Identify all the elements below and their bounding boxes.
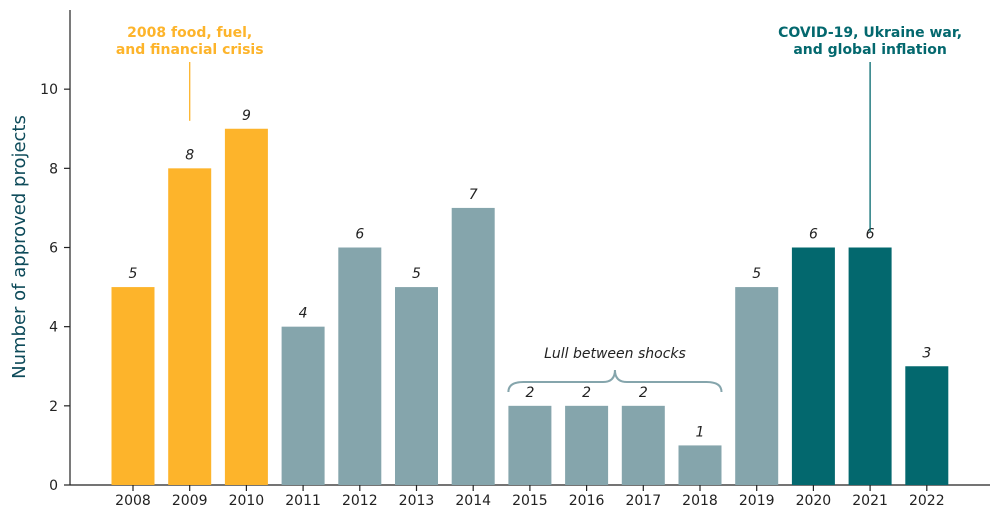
bar-2017 <box>621 405 665 485</box>
y-tick-label: 8 <box>49 161 58 177</box>
data-label-2013: 5 <box>412 266 421 282</box>
x-tick-label: 2011 <box>285 493 321 509</box>
annotation-covid-line-2: and global inflation <box>793 42 947 58</box>
data-label-2010: 9 <box>242 108 251 124</box>
bar-2015 <box>508 405 552 485</box>
data-labels: 5 8 9 4 6 5 7 2 2 2 1 5 6 6 3 <box>129 108 932 441</box>
y-tick-label: 6 <box>49 241 58 257</box>
y-tick-label: 2 <box>49 399 58 415</box>
annotation-2008-crisis: 2008 food, fuel, and financial crisis <box>116 25 264 121</box>
bar-2013 <box>395 287 438 485</box>
x-tick-label: 2021 <box>852 493 888 509</box>
annotation-covid-line-1: COVID-19, Ukraine war, <box>778 25 962 41</box>
data-label-2011: 4 <box>299 306 308 322</box>
x-tick-label: 2016 <box>569 493 605 509</box>
y-tick-label: 4 <box>49 320 58 336</box>
bar-2009 <box>168 168 212 486</box>
x-tick-label: 2010 <box>229 493 265 509</box>
data-label-2016: 2 <box>582 385 591 401</box>
bar-2012 <box>338 247 382 485</box>
data-label-2009: 8 <box>185 147 194 163</box>
y-tick-label: 0 <box>49 478 58 494</box>
annotation-2008-line-2: and financial crisis <box>116 42 264 58</box>
bar-2011 <box>281 326 325 485</box>
data-label-2015: 2 <box>525 385 534 401</box>
bar-2014 <box>451 207 495 485</box>
bar-2021 <box>848 247 892 485</box>
y-ticks: 0 2 4 6 8 10 <box>40 82 70 494</box>
x-tick-label: 2020 <box>796 493 832 509</box>
x-tick-label: 2013 <box>399 493 435 509</box>
data-label-2019: 5 <box>752 266 761 282</box>
x-tick-label: 2018 <box>682 493 718 509</box>
annotation-2008-line-1: 2008 food, fuel, <box>127 25 252 41</box>
data-label-2012: 6 <box>355 227 364 243</box>
x-tick-label: 2009 <box>172 493 208 509</box>
annotation-lull: Lull between shocks <box>507 346 723 393</box>
bars <box>111 128 949 486</box>
data-label-2017: 2 <box>639 385 648 401</box>
bar-2016 <box>565 405 609 485</box>
data-label-2008: 5 <box>129 266 138 282</box>
y-axis-label: Number of approved projects <box>9 115 30 379</box>
data-label-2020: 6 <box>809 227 818 243</box>
x-tick-label: 2014 <box>455 493 491 509</box>
x-tick-label: 2015 <box>512 493 548 509</box>
bar-2008 <box>111 287 155 485</box>
data-label-2022: 3 <box>922 345 931 361</box>
data-label-2021: 6 <box>866 227 875 243</box>
lull-label: Lull between shocks <box>544 346 686 362</box>
lull-brace <box>507 369 723 393</box>
x-tick-label: 2019 <box>739 493 775 509</box>
x-tick-label: 2012 <box>342 493 378 509</box>
x-tick-label: 2022 <box>909 493 945 509</box>
x-tick-label: 2008 <box>115 493 151 509</box>
bar-2020 <box>791 247 835 485</box>
bar-2010 <box>224 128 268 485</box>
bar-2019 <box>735 287 779 485</box>
annotation-covid: COVID-19, Ukraine war, and global inflat… <box>778 25 962 232</box>
data-label-2018: 1 <box>696 424 705 440</box>
x-ticks: 2008 2009 2010 2011 2012 2013 2014 2015 2016 2017… <box>115 485 945 509</box>
bar-2018 <box>678 445 722 485</box>
x-tick-label: 2017 <box>625 493 661 509</box>
y-tick-label: 10 <box>40 82 58 98</box>
bar-2022 <box>905 366 949 485</box>
data-label-2014: 7 <box>469 187 478 203</box>
